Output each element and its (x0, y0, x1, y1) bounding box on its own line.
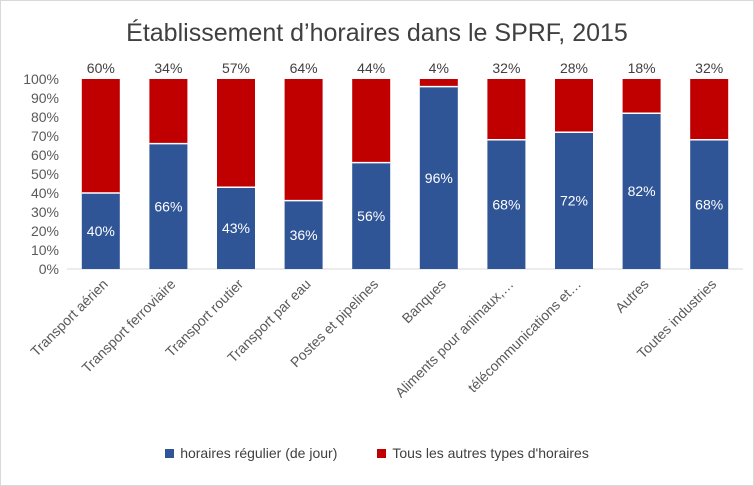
data-label-regular: 68% (492, 196, 520, 212)
x-tick-label: Banques (399, 276, 449, 326)
legend-label-other: Tous les autres types d'horaires (392, 445, 589, 461)
bar-other (352, 79, 391, 163)
y-tick-label: 70% (31, 128, 59, 144)
y-tick-label: 90% (31, 90, 59, 106)
legend-swatch-other (377, 448, 387, 458)
bar-other (487, 79, 526, 140)
bar-regular (81, 193, 120, 269)
legend-label-regular: horaires régulier (de jour) (180, 445, 338, 461)
legend-item-other: Tous les autres types d'horaires (377, 445, 589, 461)
data-label-other: 34% (154, 60, 182, 76)
bar-other (217, 79, 255, 188)
data-label-regular: 40% (87, 223, 115, 239)
x-tick-label: Autres (612, 276, 652, 316)
data-label-regular: 68% (695, 196, 723, 212)
bar-other (419, 79, 458, 87)
data-label-regular: 56% (357, 208, 385, 224)
bar-other (81, 79, 120, 193)
data-label-other: 32% (695, 60, 723, 76)
bar-regular (352, 162, 391, 269)
data-label-regular: 96% (425, 170, 453, 186)
bar-regular (690, 139, 729, 269)
bar-regular (555, 132, 593, 269)
data-label-regular: 82% (628, 183, 656, 199)
data-label-regular: 66% (154, 198, 182, 214)
y-tick-label: 0% (39, 261, 59, 277)
data-label-other: 28% (560, 60, 588, 76)
data-label-other: 32% (492, 60, 520, 76)
data-label-other: 18% (628, 60, 656, 76)
legend-swatch-regular (165, 448, 175, 458)
data-label-other: 57% (222, 60, 250, 76)
x-tick-label: télécommunications et… (464, 276, 584, 396)
data-label-regular: 36% (290, 227, 318, 243)
data-label-other: 44% (357, 60, 385, 76)
bar-regular (487, 139, 526, 269)
bar-other (284, 79, 323, 201)
chart-title: Établissement d’horaires dans le SPRF, 2… (126, 19, 628, 47)
bar-other (555, 79, 593, 133)
chart-legend: horaires régulier (de jour) Tous les aut… (1, 445, 753, 461)
y-tick-label: 50% (31, 166, 59, 182)
y-tick-label: 30% (31, 204, 59, 220)
data-label-other: 60% (87, 60, 115, 76)
bar-regular (217, 187, 255, 269)
bar-other (149, 79, 188, 144)
data-label-other: 4% (429, 60, 449, 76)
x-tick-label: Aliments pour animaux,… (392, 276, 517, 401)
data-label-regular: 72% (560, 193, 588, 209)
y-tick-label: 20% (31, 223, 59, 239)
bar-other (622, 79, 661, 114)
legend-item-regular: horaires régulier (de jour) (165, 445, 337, 461)
y-tick-label: 10% (31, 242, 59, 258)
y-tick-label: 80% (31, 109, 59, 125)
data-label-other: 64% (290, 60, 318, 76)
data-label-regular: 43% (222, 220, 250, 236)
y-tick-label: 100% (23, 71, 59, 87)
bar-regular (622, 113, 661, 269)
y-tick-label: 60% (31, 147, 59, 163)
bar-other (690, 79, 729, 140)
bar-regular (149, 143, 188, 269)
bar-regular (419, 86, 458, 269)
bar-regular (284, 200, 323, 269)
y-tick-label: 40% (31, 185, 59, 201)
